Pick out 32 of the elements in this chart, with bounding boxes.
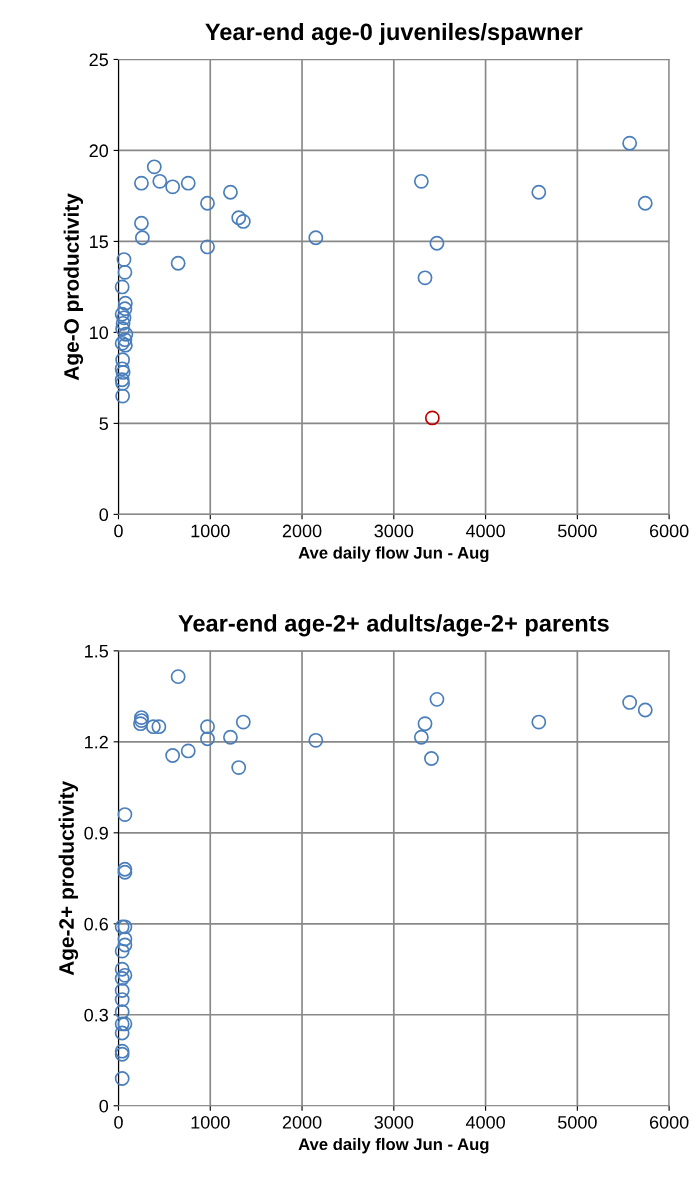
y-tick-label: 10 [90, 326, 109, 340]
x-tick-label: 4000 [465, 524, 505, 538]
x-tick-label: 6000 [649, 524, 689, 538]
x-tick-label: 0 [114, 524, 123, 538]
x-tick-label: 4000 [465, 1115, 505, 1129]
y-axis-title: Age-2+ productivity [58, 780, 79, 976]
chart-title: Year-end age-2+ adults/age-2+ parents [178, 614, 609, 637]
x-tick-label: 3000 [374, 524, 414, 538]
y-tick-label: 15 [90, 235, 109, 249]
y-tick-label: 20 [89, 144, 109, 158]
y-tick-label: 5 [99, 417, 109, 431]
y-tick-label: 1.2 [85, 735, 108, 749]
chart-title: Year-end age-0 juveniles/spawner [205, 22, 583, 46]
y-tick-label: 0 [99, 508, 109, 522]
x-tick-label: 5000 [557, 524, 597, 538]
x-axis-title: Ave daily flow Jun - Aug [298, 546, 489, 563]
y-tick-label: 1.5 [85, 644, 109, 658]
x-tick-label: 2000 [282, 1115, 322, 1129]
x-tick-label: 2000 [282, 524, 322, 538]
y-tick-label: 0.6 [84, 917, 108, 931]
x-tick-label: 3000 [374, 1115, 414, 1129]
y-axis-title: Age-O productivity [63, 193, 84, 381]
x-axis-title: Ave daily flow Jun - Aug [298, 1137, 489, 1154]
y-tick-label: 0 [99, 1099, 109, 1113]
y-tick-label: 0.3 [84, 1008, 108, 1022]
y-tick-label: 25 [89, 53, 109, 67]
x-tick-label: 1000 [191, 1115, 230, 1129]
x-tick-label: 6000 [649, 1115, 689, 1129]
x-tick-label: 1000 [191, 524, 230, 538]
x-tick-label: 0 [114, 1115, 123, 1129]
y-tick-label: 0.9 [84, 826, 108, 840]
x-tick-label: 5000 [557, 1115, 597, 1129]
